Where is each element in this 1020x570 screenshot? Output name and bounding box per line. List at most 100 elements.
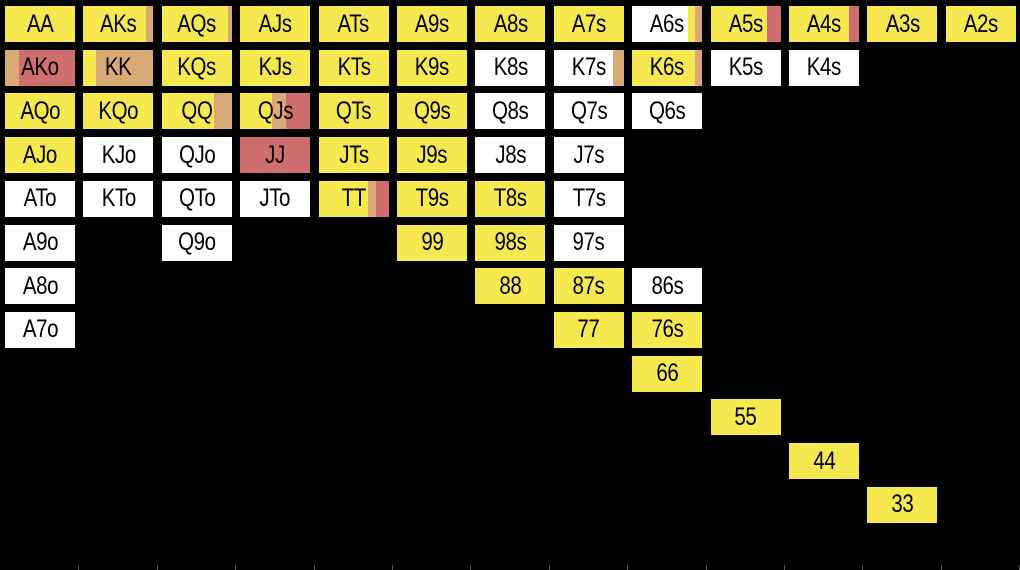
hand-label: 99: [421, 228, 443, 256]
grid-tick: [470, 565, 472, 570]
mix-segment-call: [240, 93, 273, 130]
hand-cell-k6s[interactable]: K6s: [630, 47, 705, 88]
hand-cell-t7s[interactable]: T7s: [551, 178, 626, 219]
hand-cell-66[interactable]: 66: [630, 353, 705, 394]
hand-cell-q9o[interactable]: Q9o: [159, 222, 234, 263]
hand-cell-tt[interactable]: TT: [316, 178, 391, 219]
hand-cell-aqo[interactable]: AQo: [3, 91, 77, 132]
hand-cell-kqo[interactable]: KQo: [81, 91, 156, 132]
hand-cell-kk[interactable]: KK: [81, 47, 156, 88]
mix-segment-call: [5, 6, 75, 42]
grid-tick: [235, 565, 237, 570]
mix-segment-call: [475, 268, 546, 305]
hand-cell-a9s[interactable]: A9s: [395, 4, 469, 44]
hand-cell-a8s[interactable]: A8s: [473, 4, 548, 44]
hand-cell-a2s[interactable]: A2s: [943, 4, 1018, 44]
hand-label: A4s: [806, 9, 842, 38]
hand-cell-87s[interactable]: 87s: [551, 266, 626, 307]
hand-label: AQs: [177, 9, 217, 38]
hand-cell-qto[interactable]: QTo: [159, 178, 234, 219]
hand-cell-kjo[interactable]: KJo: [81, 135, 156, 176]
hand-cell-ako[interactable]: AKo: [3, 47, 77, 88]
hand-cell-k5s[interactable]: K5s: [708, 47, 783, 88]
hand-cell-44[interactable]: 44: [787, 441, 861, 481]
hand-cell-a7o[interactable]: A7o: [3, 309, 77, 350]
hand-cell-j9s[interactable]: J9s: [395, 135, 469, 176]
hand-cell-jto[interactable]: JTo: [238, 178, 313, 219]
hand-cell-88[interactable]: 88: [473, 266, 548, 307]
hand-cell-a6s[interactable]: A6s: [630, 4, 705, 44]
hand-cell-q7s[interactable]: Q7s: [551, 91, 626, 132]
hand-label: QTs: [335, 96, 372, 125]
hand-label: T9s: [415, 184, 449, 213]
hand-cell-q9s[interactable]: Q9s: [395, 91, 469, 132]
hand-cell-k8s[interactable]: K8s: [473, 47, 548, 88]
hand-cell-55[interactable]: 55: [708, 397, 783, 438]
hand-label: QQ: [181, 96, 213, 125]
hand-cell-q6s[interactable]: Q6s: [630, 91, 705, 132]
hand-label: Q9o: [178, 228, 216, 256]
hand-label: 97s: [572, 228, 605, 256]
grid-tick: [156, 565, 158, 570]
grid-tick: [705, 565, 707, 570]
hand-cell-99[interactable]: 99: [395, 222, 469, 263]
hand-cell-k4s[interactable]: K4s: [787, 47, 861, 88]
mix-segment-fold: [475, 49, 546, 86]
hand-cell-t8s[interactable]: T8s: [473, 178, 548, 219]
hand-cell-a4s[interactable]: A4s: [787, 4, 861, 44]
mix-segment-call: [83, 49, 97, 86]
mix-segment-fold: [553, 224, 624, 261]
hand-label: KJs: [258, 53, 292, 82]
hand-cell-aqs[interactable]: AQs: [159, 4, 234, 44]
mix-segment-fold: [553, 49, 614, 86]
hand-cell-ajo[interactable]: AJo: [3, 135, 77, 176]
hand-label: AA: [26, 9, 54, 38]
hand-cell-76s[interactable]: 76s: [630, 309, 705, 350]
hand-cell-a8o[interactable]: A8o: [3, 266, 77, 307]
mix-segment-raise-big: [285, 93, 311, 130]
hand-cell-k9s[interactable]: K9s: [395, 47, 469, 88]
hand-label: K6s: [650, 53, 685, 82]
hand-label: ATo: [23, 184, 57, 213]
hand-cell-t9s[interactable]: T9s: [395, 178, 469, 219]
hand-cell-qjs[interactable]: QJs: [238, 91, 313, 132]
hand-cell-qq[interactable]: QQ: [159, 91, 234, 132]
mix-segment-fold: [710, 49, 781, 86]
hand-cell-j8s[interactable]: J8s: [473, 135, 548, 176]
hand-cell-a9o[interactable]: A9o: [3, 222, 77, 263]
hand-cell-a7s[interactable]: A7s: [551, 4, 626, 44]
mix-segment-raise-big: [19, 49, 75, 86]
hand-cell-77[interactable]: 77: [551, 309, 626, 350]
hand-cell-jj[interactable]: JJ: [238, 135, 313, 176]
hand-cell-97s[interactable]: 97s: [551, 222, 626, 263]
hand-cell-kts[interactable]: KTs: [316, 47, 391, 88]
hand-cell-jts[interactable]: JTs: [316, 135, 391, 176]
hand-cell-86s[interactable]: 86s: [630, 266, 705, 307]
mix-segment-raise-small: [695, 6, 703, 42]
hand-cell-33[interactable]: 33: [865, 484, 940, 525]
hand-cell-98s[interactable]: 98s: [473, 222, 548, 263]
hand-cell-a3s[interactable]: A3s: [865, 4, 940, 44]
hand-label: A9o: [22, 228, 58, 256]
hand-cell-ajs[interactable]: AJs: [238, 4, 313, 44]
hand-cell-ats[interactable]: ATs: [316, 4, 391, 44]
hand-cell-k7s[interactable]: K7s: [551, 47, 626, 88]
hand-cell-qts[interactable]: QTs: [316, 91, 391, 132]
hand-cell-kqs[interactable]: KQs: [159, 47, 234, 88]
hand-cell-aa[interactable]: AA: [3, 4, 77, 44]
hand-cell-a5s[interactable]: A5s: [708, 4, 783, 44]
hand-cell-aks[interactable]: AKs: [81, 4, 156, 44]
mix-segment-call: [553, 268, 624, 305]
hand-cell-qjo[interactable]: QJo: [159, 135, 234, 176]
mix-segment-call: [632, 355, 703, 392]
mix-segment-call: [318, 6, 389, 42]
hand-cell-kto[interactable]: KTo: [81, 178, 156, 219]
hand-cell-kjs[interactable]: KJs: [238, 47, 313, 88]
mix-segment-fold: [553, 137, 624, 174]
hand-label: AQo: [20, 96, 60, 125]
hand-label: A9s: [414, 9, 450, 38]
hand-cell-ato[interactable]: ATo: [3, 178, 77, 219]
hand-cell-q8s[interactable]: Q8s: [473, 91, 548, 132]
hand-label: A7s: [571, 9, 607, 38]
hand-cell-j7s[interactable]: J7s: [551, 135, 626, 176]
